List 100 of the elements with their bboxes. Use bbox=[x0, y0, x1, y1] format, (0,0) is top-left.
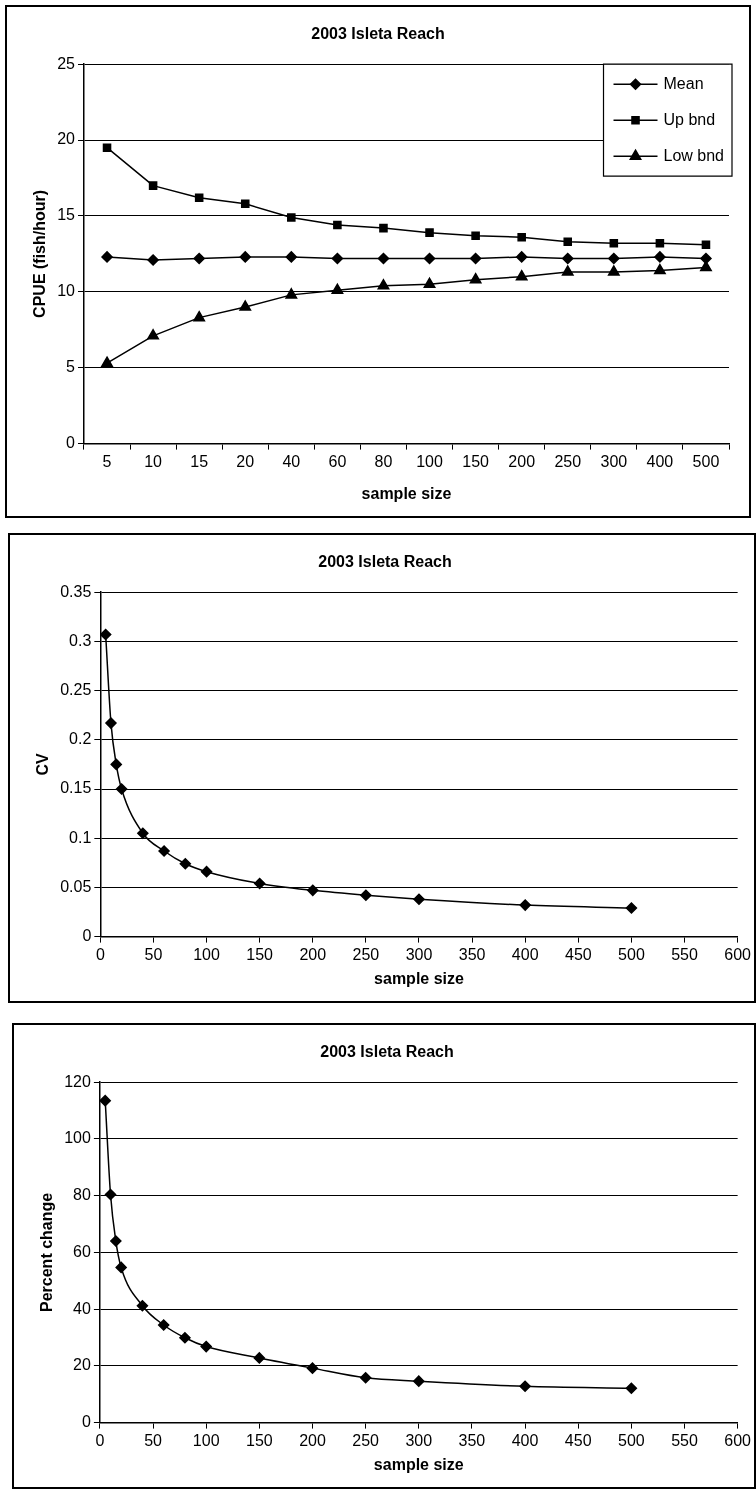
point bbox=[115, 1261, 127, 1274]
point bbox=[701, 240, 711, 250]
x-tick-label: 200 bbox=[508, 452, 536, 470]
point bbox=[200, 1340, 212, 1353]
point bbox=[625, 902, 638, 914]
point bbox=[101, 251, 113, 263]
point bbox=[333, 220, 342, 230]
x-tick-label: 550 bbox=[671, 945, 698, 963]
legend-label: Up bnd bbox=[663, 110, 716, 128]
y-tick-label: 20 bbox=[73, 1356, 91, 1374]
x-tick-label: 400 bbox=[511, 945, 539, 963]
point bbox=[469, 252, 482, 265]
point bbox=[193, 310, 206, 322]
x-tick-label: 350 bbox=[458, 1431, 486, 1449]
x-tick-label: 10 bbox=[144, 452, 163, 470]
y-tick-label: 0.2 bbox=[69, 730, 92, 748]
point bbox=[607, 265, 620, 276]
x-axis-title: sample size bbox=[361, 484, 452, 502]
point bbox=[179, 1332, 191, 1344]
x-tick-label: 150 bbox=[462, 452, 490, 470]
point bbox=[102, 143, 112, 152]
x-tick-label: 400 bbox=[646, 452, 674, 470]
point bbox=[194, 193, 204, 203]
point bbox=[253, 877, 266, 890]
point bbox=[515, 269, 528, 281]
y-tick-label: 0.35 bbox=[60, 582, 92, 600]
point bbox=[147, 329, 160, 340]
x-tick-label: 15 bbox=[190, 452, 209, 470]
point bbox=[110, 758, 123, 771]
y-tick-label: 0 bbox=[66, 434, 76, 452]
chart-title: 2003 Isleta Reach bbox=[318, 553, 452, 571]
point bbox=[104, 1188, 117, 1201]
point bbox=[653, 263, 666, 275]
x-tick-label: 250 bbox=[554, 452, 582, 470]
point bbox=[413, 893, 425, 905]
point bbox=[515, 251, 528, 263]
point bbox=[285, 251, 298, 263]
y-axis-title: CPUE (fish/hour) bbox=[31, 189, 49, 318]
point bbox=[158, 845, 170, 857]
x-tick-label: 500 bbox=[618, 1431, 645, 1449]
y-tick-label: 20 bbox=[57, 130, 76, 148]
point bbox=[377, 252, 390, 265]
point bbox=[423, 277, 436, 288]
x-tick-label: 300 bbox=[405, 1431, 433, 1449]
point bbox=[147, 254, 159, 266]
x-tick-label: 300 bbox=[405, 945, 433, 963]
point bbox=[425, 228, 434, 237]
x-tick-label: 600 bbox=[724, 945, 752, 963]
chart-title: 2003 Isleta Reach bbox=[311, 25, 445, 43]
point bbox=[306, 1362, 319, 1374]
point bbox=[359, 1372, 372, 1384]
y-tick-label: 5 bbox=[66, 358, 76, 376]
point bbox=[517, 232, 526, 242]
point bbox=[625, 1382, 638, 1395]
x-tick-label: 200 bbox=[299, 1431, 326, 1449]
point bbox=[287, 213, 296, 222]
point bbox=[239, 300, 252, 311]
point bbox=[100, 628, 112, 641]
x-tick-label: 150 bbox=[246, 945, 274, 963]
point bbox=[157, 1319, 170, 1331]
x-tick-label: 400 bbox=[511, 1431, 539, 1449]
x-tick-label: 200 bbox=[299, 945, 327, 963]
y-tick-label: 0 bbox=[81, 1413, 91, 1431]
point bbox=[179, 858, 192, 870]
y-tick-label: 100 bbox=[64, 1129, 91, 1147]
y-tick-label: 0 bbox=[82, 927, 92, 945]
legend-label: Mean bbox=[663, 74, 704, 92]
x-tick-label: 500 bbox=[618, 945, 645, 963]
point bbox=[253, 1352, 266, 1364]
point bbox=[331, 252, 344, 265]
x-tick-label: 600 bbox=[724, 1431, 752, 1449]
point bbox=[239, 251, 251, 263]
point bbox=[136, 1299, 149, 1312]
point bbox=[240, 199, 250, 209]
chart-title: 2003 Isleta Reach bbox=[320, 1043, 454, 1061]
x-tick-label: 80 bbox=[374, 452, 393, 470]
x-tick-label: 450 bbox=[564, 945, 592, 963]
legend-label: Low bnd bbox=[663, 146, 725, 164]
x-tick-label: 100 bbox=[193, 945, 220, 963]
point bbox=[423, 252, 436, 265]
x-axis-title: sample size bbox=[373, 1455, 464, 1473]
point bbox=[562, 252, 574, 265]
y-tick-label: 0.25 bbox=[60, 681, 92, 699]
point bbox=[285, 288, 298, 299]
x-tick-label: 60 bbox=[328, 452, 347, 470]
x-tick-label: 5 bbox=[102, 452, 112, 470]
point bbox=[193, 252, 205, 265]
y-tick-label: 60 bbox=[73, 1242, 91, 1260]
point bbox=[469, 272, 482, 284]
x-tick-label: 500 bbox=[692, 452, 720, 470]
point bbox=[360, 889, 372, 902]
point bbox=[654, 251, 666, 263]
x-tick-label: 0 bbox=[95, 945, 105, 963]
point bbox=[115, 783, 128, 795]
point bbox=[655, 238, 665, 248]
point bbox=[561, 265, 574, 276]
point bbox=[148, 181, 158, 190]
x-tick-label: 20 bbox=[236, 452, 255, 470]
point bbox=[377, 279, 390, 290]
x-tick-label: 550 bbox=[671, 1431, 698, 1449]
